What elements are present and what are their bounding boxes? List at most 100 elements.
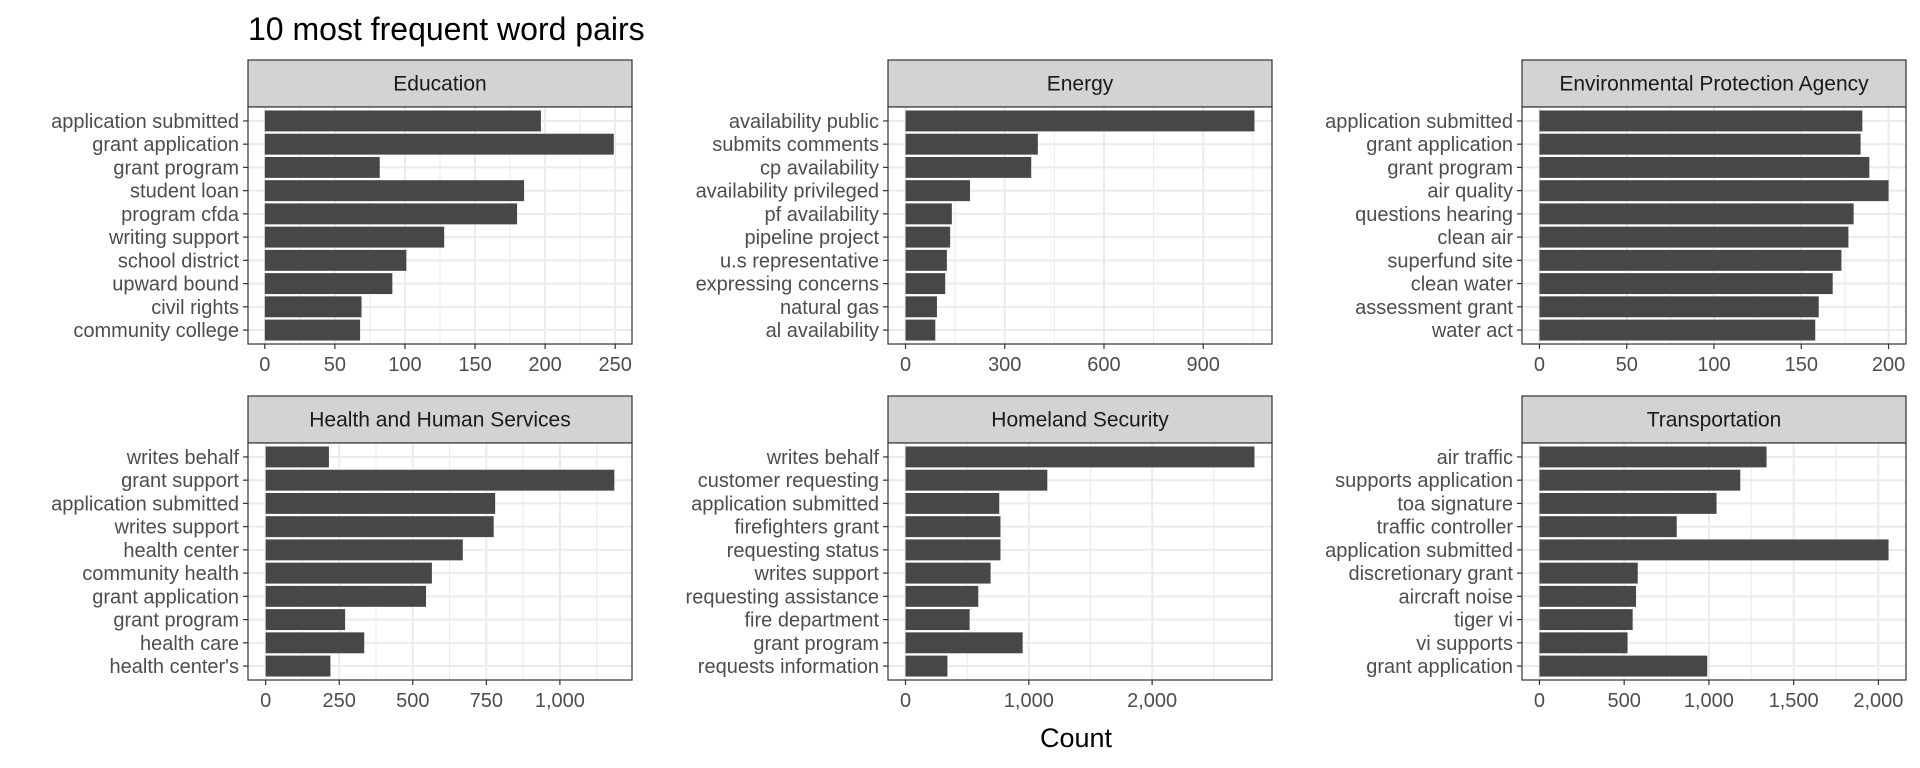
category-label: submits comments: [712, 134, 879, 156]
panel-border: [247, 442, 633, 681]
category-label: expressing concerns: [696, 274, 879, 296]
category-label: supports application: [1335, 470, 1513, 492]
bar-grant-program: [1539, 156, 1870, 178]
category-label: air quality: [1427, 181, 1513, 203]
bar-student-loan: [264, 180, 525, 202]
category-label: questions hearing: [1355, 204, 1513, 226]
bar-pf-availability: [905, 203, 952, 225]
x-tick-label: 0: [260, 690, 271, 712]
x-tick-label: 150: [458, 354, 491, 376]
x-tick-label: 1,500: [1769, 690, 1819, 712]
bar-air-quality: [1539, 180, 1889, 202]
x-tick-label: 0: [1534, 354, 1545, 376]
panel-title: Education: [393, 73, 486, 96]
category-label: writes behalf: [126, 447, 240, 469]
category-label: water act: [1431, 320, 1514, 342]
panel-border: [887, 106, 1273, 345]
category-label: customer requesting: [698, 470, 879, 492]
category-label: firefighters grant: [734, 517, 879, 539]
bar-aircraft-noise: [1539, 585, 1637, 607]
bar-grant-program: [264, 156, 380, 178]
category-label: civil rights: [151, 297, 239, 319]
panel-environmental-protection-agency: Environmental Protection Agency applicati…: [1325, 59, 1907, 376]
category-label: application submitted: [51, 493, 239, 515]
bar-toa-signature: [1539, 492, 1717, 514]
bar-application-submitted: [905, 492, 1000, 514]
bar-u-s-representative: [905, 249, 947, 271]
bar-application-submitted: [264, 110, 541, 132]
category-label: grant program: [113, 157, 239, 179]
category-label: writes support: [754, 563, 880, 585]
x-tick-label: 200: [1872, 354, 1905, 376]
x-tick-label: 250: [323, 690, 356, 712]
category-label: u.s representative: [720, 250, 879, 272]
x-tick-label: 300: [988, 354, 1021, 376]
category-label: writes behalf: [766, 447, 880, 469]
bar-civil-rights: [264, 296, 362, 318]
category-label: student loan: [130, 181, 239, 203]
panel-border: [247, 106, 633, 345]
panel-title: Homeland Security: [991, 409, 1169, 432]
category-label: application submitted: [1325, 111, 1513, 133]
category-label: grant application: [1366, 656, 1513, 678]
bar-grant-application: [264, 133, 614, 155]
bar-pipeline-project: [905, 226, 951, 248]
x-tick-label: 1,000: [1684, 690, 1734, 712]
bar-requesting-assistance: [905, 585, 979, 607]
x-tick-label: 0: [900, 690, 911, 712]
bar-air-traffic: [1539, 446, 1767, 468]
bar-school-district: [264, 249, 407, 271]
category-label: natural gas: [780, 297, 879, 319]
bar-writes-behalf: [265, 446, 329, 468]
category-label: availability privileged: [696, 181, 879, 203]
x-tick-label: 2,000: [1127, 690, 1177, 712]
x-tick-label: 600: [1087, 354, 1120, 376]
bar-availability-public: [905, 110, 1255, 132]
category-label: health center: [123, 540, 239, 562]
bar-supports-application: [1539, 469, 1741, 491]
x-tick-label: 900: [1187, 354, 1220, 376]
x-tick-label: 750: [470, 690, 503, 712]
bar-natural-gas: [905, 296, 937, 318]
category-label: writing support: [108, 227, 240, 249]
bar-assessment-grant: [1539, 296, 1819, 318]
bar-cp-availability: [905, 156, 1032, 178]
category-label: application submitted: [1325, 540, 1513, 562]
category-label: clean air: [1437, 227, 1513, 249]
bar-grant-program: [905, 632, 1023, 654]
bar-al-availability: [905, 319, 936, 341]
category-label: school district: [118, 250, 240, 272]
bar-grant-program: [265, 609, 346, 631]
bar-availability-privileged: [905, 180, 971, 202]
category-label: requests information: [698, 656, 879, 678]
category-label: grant support: [121, 470, 239, 492]
x-tick-label: 100: [1697, 354, 1730, 376]
bar-expressing-concerns: [905, 273, 946, 295]
panel-border: [887, 442, 1273, 681]
chart-panels: Education application submitted grant appl…: [51, 59, 1907, 712]
category-label: requesting assistance: [686, 586, 879, 608]
x-tick-label: 500: [1607, 690, 1640, 712]
bar-clean-air: [1539, 226, 1849, 248]
panel-strip: [887, 59, 1273, 108]
panel-strip: [1521, 395, 1907, 444]
category-label: writes support: [114, 517, 240, 539]
bar-superfund-site: [1539, 249, 1842, 271]
bar-grant-support: [265, 469, 615, 491]
bar-application-submitted: [1539, 110, 1863, 132]
bar-writes-behalf: [905, 446, 1255, 468]
x-tick-label: 1,000: [535, 690, 585, 712]
x-axis-title: Count: [1040, 723, 1113, 753]
bar-grant-application: [1539, 133, 1861, 155]
bar-tiger-vi: [1539, 609, 1633, 631]
x-tick-label: 50: [324, 354, 346, 376]
chart-title: 10 most frequent word pairs: [248, 11, 645, 47]
x-tick-label: 2,000: [1853, 690, 1903, 712]
bar-submits-comments: [905, 133, 1038, 155]
panel-border: [1521, 442, 1907, 681]
